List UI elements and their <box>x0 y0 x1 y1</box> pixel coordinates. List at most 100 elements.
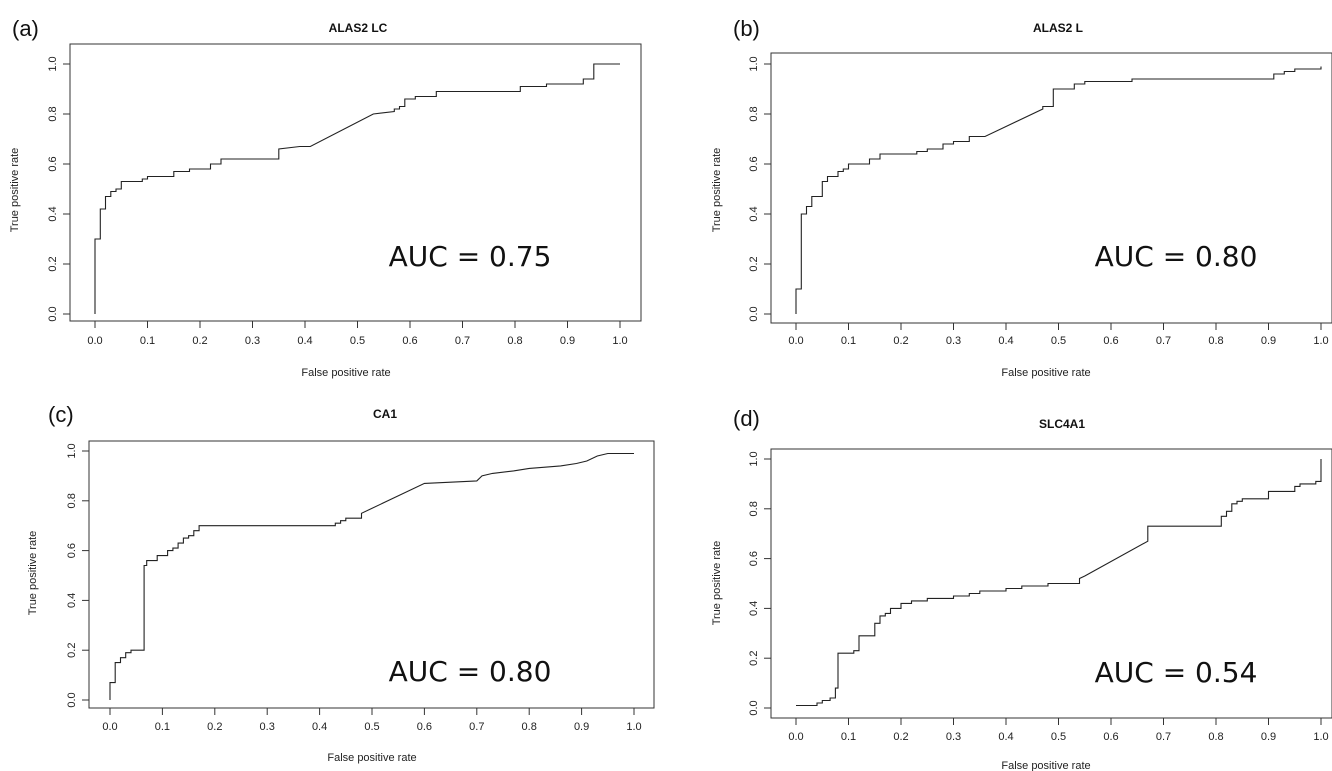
x-tick-label: 0.9 <box>1261 335 1276 347</box>
roc-curve-line <box>795 66 1322 314</box>
y-tick-label: 0.4 <box>47 206 59 221</box>
y-tick-label: 0.2 <box>748 256 760 271</box>
roc-panel-2: (b) ALAS2 L 0.0 0.1 0.2 0.3 0.4 0.5 0.6 0.7 0.8 0.9… <box>711 16 1332 379</box>
x-tick-label: 0.8 <box>1208 731 1223 743</box>
y-tick-label: 1.0 <box>748 451 760 466</box>
y-tick-label: 1.0 <box>66 443 78 458</box>
x-axis-label: False positive rate <box>1001 760 1090 771</box>
y-tick-label: 0.2 <box>66 643 78 658</box>
x-tick-label: 1.0 <box>612 335 627 347</box>
x-axis-label: False positive rate <box>1001 367 1090 379</box>
auc-annotation: AUC = 0.80 <box>1095 240 1258 273</box>
roc-panel-3: (c) CA1 0.0 0.1 0.2 0.3 0.4 0.5 0.6 0.7 0.8 0.9 1.0 0… <box>27 402 655 764</box>
x-tick-label: 0.6 <box>1103 335 1118 347</box>
roc-panel-1: (a) ALAS2 LC 0.0 0.1 0.2 0.3 0.4 0.5 0.6 0.7 0.8 0.… <box>9 16 642 379</box>
roc-curve-line <box>94 63 620 314</box>
x-tick-label: 0.0 <box>102 721 117 733</box>
y-axis-label: True positive rate <box>711 541 723 626</box>
x-tick-label: 0.8 <box>522 721 537 733</box>
panel-label: (b) <box>733 16 760 41</box>
auc-annotation: AUC = 0.75 <box>389 240 552 273</box>
x-tick-label: 0.2 <box>893 335 908 347</box>
chart-title: CA1 <box>373 407 397 421</box>
y-tick-label: 0.4 <box>748 206 760 221</box>
plot-frame <box>770 52 1332 324</box>
x-tick-label: 0.8 <box>507 335 522 347</box>
x-tick-label: 1.0 <box>1313 335 1328 347</box>
y-tick-label: 0.6 <box>748 551 760 566</box>
panel-label: (a) <box>12 16 39 41</box>
x-axis-label: False positive rate <box>327 752 416 764</box>
x-tick-label: 0.0 <box>87 335 102 347</box>
y-tick-label: 0.8 <box>748 501 760 516</box>
x-tick-label: 0.9 <box>560 335 575 347</box>
plot-frame <box>88 440 655 709</box>
chart-title: ALAS2 LC <box>329 21 388 35</box>
y-tick-label: 0.8 <box>66 493 78 508</box>
x-tick-label: 0.1 <box>155 721 170 733</box>
panel-label: (d) <box>733 406 760 431</box>
x-tick-label: 0.8 <box>1208 335 1223 347</box>
x-tick-label: 0.4 <box>998 335 1013 347</box>
y-tick-label: 0.0 <box>748 306 760 321</box>
y-tick-label: 0.0 <box>47 306 59 321</box>
auc-annotation: AUC = 0.80 <box>389 655 552 688</box>
x-tick-label: 1.0 <box>626 721 641 733</box>
plot-frame <box>770 448 1332 719</box>
x-tick-label: 1.0 <box>1313 731 1328 743</box>
x-tick-label: 0.7 <box>1156 731 1171 743</box>
x-tick-label: 0.4 <box>998 731 1013 743</box>
x-tick-label: 0.3 <box>245 335 260 347</box>
x-tick-label: 0.5 <box>364 721 379 733</box>
y-tick-label: 0.8 <box>748 106 760 121</box>
y-tick-label: 0.8 <box>47 106 59 121</box>
x-tick-label: 0.3 <box>946 335 961 347</box>
roc-curve-line <box>796 459 1322 707</box>
y-axis-label: True positive rate <box>711 148 723 233</box>
panel-label: (c) <box>48 402 74 427</box>
x-tick-label: 0.7 <box>469 721 484 733</box>
y-tick-label: 0.2 <box>47 256 59 271</box>
x-tick-label: 0.0 <box>788 731 803 743</box>
x-tick-label: 0.3 <box>946 731 961 743</box>
x-tick-label: 0.4 <box>312 721 327 733</box>
auc-annotation: AUC = 0.54 <box>1095 656 1258 689</box>
x-tick-label: 0.2 <box>207 721 222 733</box>
x-tick-label: 0.6 <box>402 335 417 347</box>
x-tick-label: 0.2 <box>893 731 908 743</box>
y-tick-label: 1.0 <box>47 56 59 71</box>
x-tick-label: 0.5 <box>350 335 365 347</box>
x-tick-label: 0.3 <box>260 721 275 733</box>
x-tick-label: 0.5 <box>1051 731 1066 743</box>
x-tick-label: 0.1 <box>140 335 155 347</box>
x-tick-label: 0.6 <box>417 721 432 733</box>
x-tick-label: 0.9 <box>1261 731 1276 743</box>
x-tick-label: 0.6 <box>1103 731 1118 743</box>
y-axis-label: True positive rate <box>27 531 39 616</box>
chart-title: SLC4A1 <box>1039 417 1085 431</box>
x-tick-label: 0.9 <box>574 721 589 733</box>
x-tick-label: 0.1 <box>841 335 856 347</box>
x-axis-label: False positive rate <box>301 367 390 379</box>
y-tick-label: 0.6 <box>748 156 760 171</box>
roc-curve-line <box>109 452 634 700</box>
y-tick-label: 0.6 <box>47 156 59 171</box>
y-axis-label: True positive rate <box>9 148 21 233</box>
x-tick-label: 0.7 <box>1156 335 1171 347</box>
chart-title: ALAS2 L <box>1033 21 1083 35</box>
y-tick-label: 1.0 <box>748 56 760 71</box>
x-tick-label: 0.0 <box>788 335 803 347</box>
x-tick-label: 0.1 <box>841 731 856 743</box>
roc-panel-4: (d) SLC4A1 0.0 0.1 0.2 0.3 0.4 0.5 0.6 0.7 0.8 0.9 1… <box>711 406 1332 771</box>
x-tick-label: 0.4 <box>297 335 312 347</box>
y-tick-label: 0.4 <box>66 593 78 608</box>
x-tick-label: 0.2 <box>192 335 207 347</box>
y-tick-label: 0.0 <box>748 700 760 715</box>
plot-frame <box>69 43 642 322</box>
x-tick-label: 0.7 <box>455 335 470 347</box>
y-tick-label: 0.2 <box>748 651 760 666</box>
y-tick-label: 0.4 <box>748 601 760 616</box>
y-tick-label: 0.6 <box>66 543 78 558</box>
x-tick-label: 0.5 <box>1051 335 1066 347</box>
